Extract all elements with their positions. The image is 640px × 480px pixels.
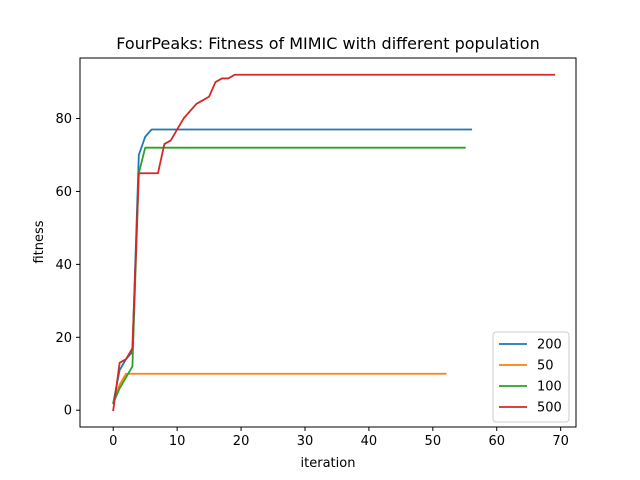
x-tick-label: 0 [109, 434, 117, 449]
y-tick-label: 40 [55, 258, 72, 273]
x-tick-label: 30 [297, 434, 314, 449]
legend-label-500: 500 [537, 401, 562, 416]
y-tick-label: 80 [55, 112, 72, 127]
x-tick-label: 50 [425, 434, 442, 449]
legend-label-50: 50 [537, 359, 554, 374]
legend-label-100: 100 [537, 380, 562, 395]
x-axis-label: iteration [301, 456, 356, 471]
legend-label-200: 200 [537, 338, 562, 353]
legend-box [492, 331, 570, 423]
series-line-100 [112, 146, 466, 405]
y-axis-label: fitness [32, 220, 47, 263]
y-axis: 0 20 40 60 80 [55, 112, 80, 419]
x-tick-label: 10 [169, 434, 186, 449]
plot-frame [79, 57, 577, 428]
chart-title: FourPeaks: Fitness of MIMIC with differe… [116, 34, 539, 53]
plot-area [112, 73, 556, 412]
x-tick-label: 70 [552, 434, 569, 449]
x-tick-label: 40 [361, 434, 378, 449]
x-tick-label: 60 [488, 434, 505, 449]
legend: 200 50 100 500 [492, 331, 570, 423]
series-line-500 [112, 73, 556, 412]
x-axis: 0 10 20 30 40 50 60 70 [109, 427, 569, 449]
y-tick-label: 20 [55, 331, 72, 346]
x-tick-label: 20 [233, 434, 250, 449]
y-tick-label: 0 [64, 404, 72, 419]
y-tick-label: 60 [55, 185, 72, 200]
